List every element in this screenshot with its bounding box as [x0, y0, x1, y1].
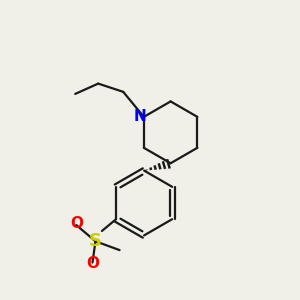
Text: O: O — [70, 216, 83, 231]
Text: N: N — [134, 110, 147, 124]
Text: O: O — [86, 256, 99, 272]
Text: S: S — [89, 232, 102, 250]
